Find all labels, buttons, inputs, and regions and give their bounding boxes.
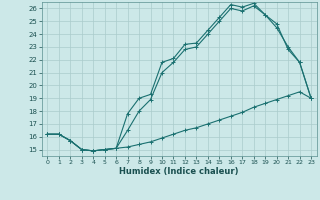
X-axis label: Humidex (Indice chaleur): Humidex (Indice chaleur)	[119, 167, 239, 176]
